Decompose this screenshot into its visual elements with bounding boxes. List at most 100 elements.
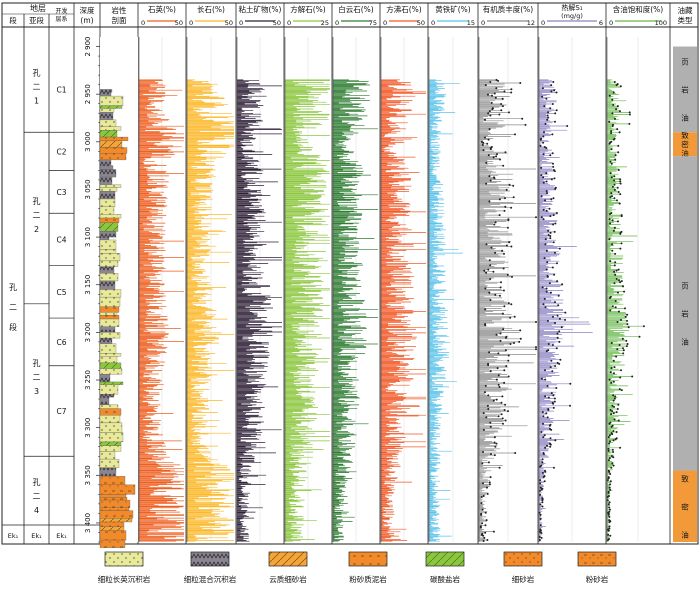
track-point-so xyxy=(614,158,617,161)
track-point-toc xyxy=(495,398,498,401)
track-point-toc xyxy=(487,112,490,115)
track-point-toc xyxy=(501,249,504,252)
track-point-so xyxy=(613,366,616,369)
track-point-s1 xyxy=(547,343,550,345)
track-point-so xyxy=(619,180,622,183)
track-point-toc xyxy=(500,109,503,112)
track-point-so xyxy=(611,305,614,308)
track-point-so xyxy=(631,375,634,378)
track-point-so xyxy=(626,323,629,326)
track-point-toc xyxy=(482,495,485,497)
track-point-toc xyxy=(503,305,506,308)
track-point-s1 xyxy=(552,214,555,217)
track-point-s1 xyxy=(554,187,557,190)
track-point-so xyxy=(616,408,619,410)
track-point-so xyxy=(607,491,610,494)
track-point-so xyxy=(611,125,614,127)
track-point-toc xyxy=(494,96,497,99)
track-point-s1 xyxy=(552,241,555,244)
lith-layer xyxy=(99,467,117,477)
track-point-so xyxy=(608,515,611,518)
track-point-s1 xyxy=(556,314,559,317)
track-point-s1 xyxy=(540,195,543,198)
track-point-toc xyxy=(493,223,496,226)
track-point-so xyxy=(608,142,611,145)
track-point-s1 xyxy=(552,197,555,200)
submember-label: 3 xyxy=(34,387,39,396)
track-point-so xyxy=(620,318,622,321)
track-point-s1 xyxy=(540,488,543,491)
track-point-toc xyxy=(497,374,500,377)
track-scale-max-clay: 50 xyxy=(273,19,281,27)
track-point-toc xyxy=(495,155,498,158)
track-point-so xyxy=(608,422,611,425)
track-scale-max-calcite: 25 xyxy=(321,19,329,27)
track-title-calcite: 方解石(%) xyxy=(290,4,326,14)
track-scale-max-so: 100 xyxy=(655,19,667,27)
track-point-so xyxy=(610,466,613,469)
track-point-so xyxy=(611,433,614,436)
track-point-s1 xyxy=(558,330,561,333)
track-point-toc xyxy=(479,526,482,529)
lith-layer xyxy=(99,337,113,344)
track-point-toc xyxy=(486,486,488,489)
track-point-toc xyxy=(489,278,492,280)
track-point-s1 xyxy=(546,444,548,447)
track-point-toc xyxy=(507,410,509,413)
track-point-so xyxy=(610,381,613,384)
track-point-toc xyxy=(518,340,521,343)
track-point-so xyxy=(608,506,611,509)
member-label: 段 xyxy=(9,322,17,332)
track-analcime xyxy=(380,37,426,542)
track-point-toc xyxy=(485,182,488,185)
track-point-toc xyxy=(489,299,492,301)
track-point-toc xyxy=(505,188,508,191)
track-point-s1 xyxy=(539,482,542,485)
track-point-s1 xyxy=(545,147,548,149)
track-point-toc xyxy=(504,403,507,406)
track-point-toc xyxy=(498,198,501,201)
track-point-toc xyxy=(487,154,490,157)
submember-label: 1 xyxy=(34,96,39,105)
track-point-toc xyxy=(492,156,495,159)
track-point-toc xyxy=(484,531,487,534)
track-point-s1 xyxy=(553,397,556,400)
submember-label: 2 xyxy=(34,225,39,234)
submember-label: 二 xyxy=(33,492,41,501)
depth-tick-label: 3 250 xyxy=(84,370,92,390)
track-point-s1 xyxy=(555,91,558,94)
reservoir-header: 油藏 xyxy=(678,5,693,15)
track-point-s1 xyxy=(540,531,543,534)
lith-layer xyxy=(99,191,116,200)
depth-header: 深度 xyxy=(80,5,95,15)
track-point-so xyxy=(613,282,616,285)
track-point-toc xyxy=(483,269,486,272)
track-point-so xyxy=(610,130,613,133)
track-point-so xyxy=(611,243,614,246)
track-point-s1 xyxy=(547,349,550,352)
track-point-toc xyxy=(499,339,502,342)
track-point-so xyxy=(607,449,610,452)
track-point-s1 xyxy=(546,319,549,322)
track-point-toc xyxy=(484,524,487,527)
track-point-so xyxy=(617,144,620,147)
lith-layer xyxy=(99,231,117,238)
track-point-toc xyxy=(497,383,500,386)
track-point-so xyxy=(612,104,615,106)
track-point-so xyxy=(619,178,622,181)
legend-swatch-0 xyxy=(104,551,144,567)
lith-layer xyxy=(99,374,111,383)
track-point-toc xyxy=(494,221,497,224)
track-point-toc xyxy=(498,386,501,388)
track-point-s1 xyxy=(555,212,558,214)
member-header: 段 xyxy=(9,15,17,25)
track-point-toc xyxy=(507,302,510,305)
track-point-so xyxy=(609,409,612,411)
submember-label: 孔 xyxy=(33,68,41,77)
track-point-so xyxy=(613,372,615,375)
track-point-so xyxy=(617,403,620,406)
lith-layer xyxy=(99,384,119,395)
lith-layer xyxy=(99,108,115,113)
track-point-so xyxy=(615,278,618,280)
track-point-so xyxy=(613,81,616,83)
